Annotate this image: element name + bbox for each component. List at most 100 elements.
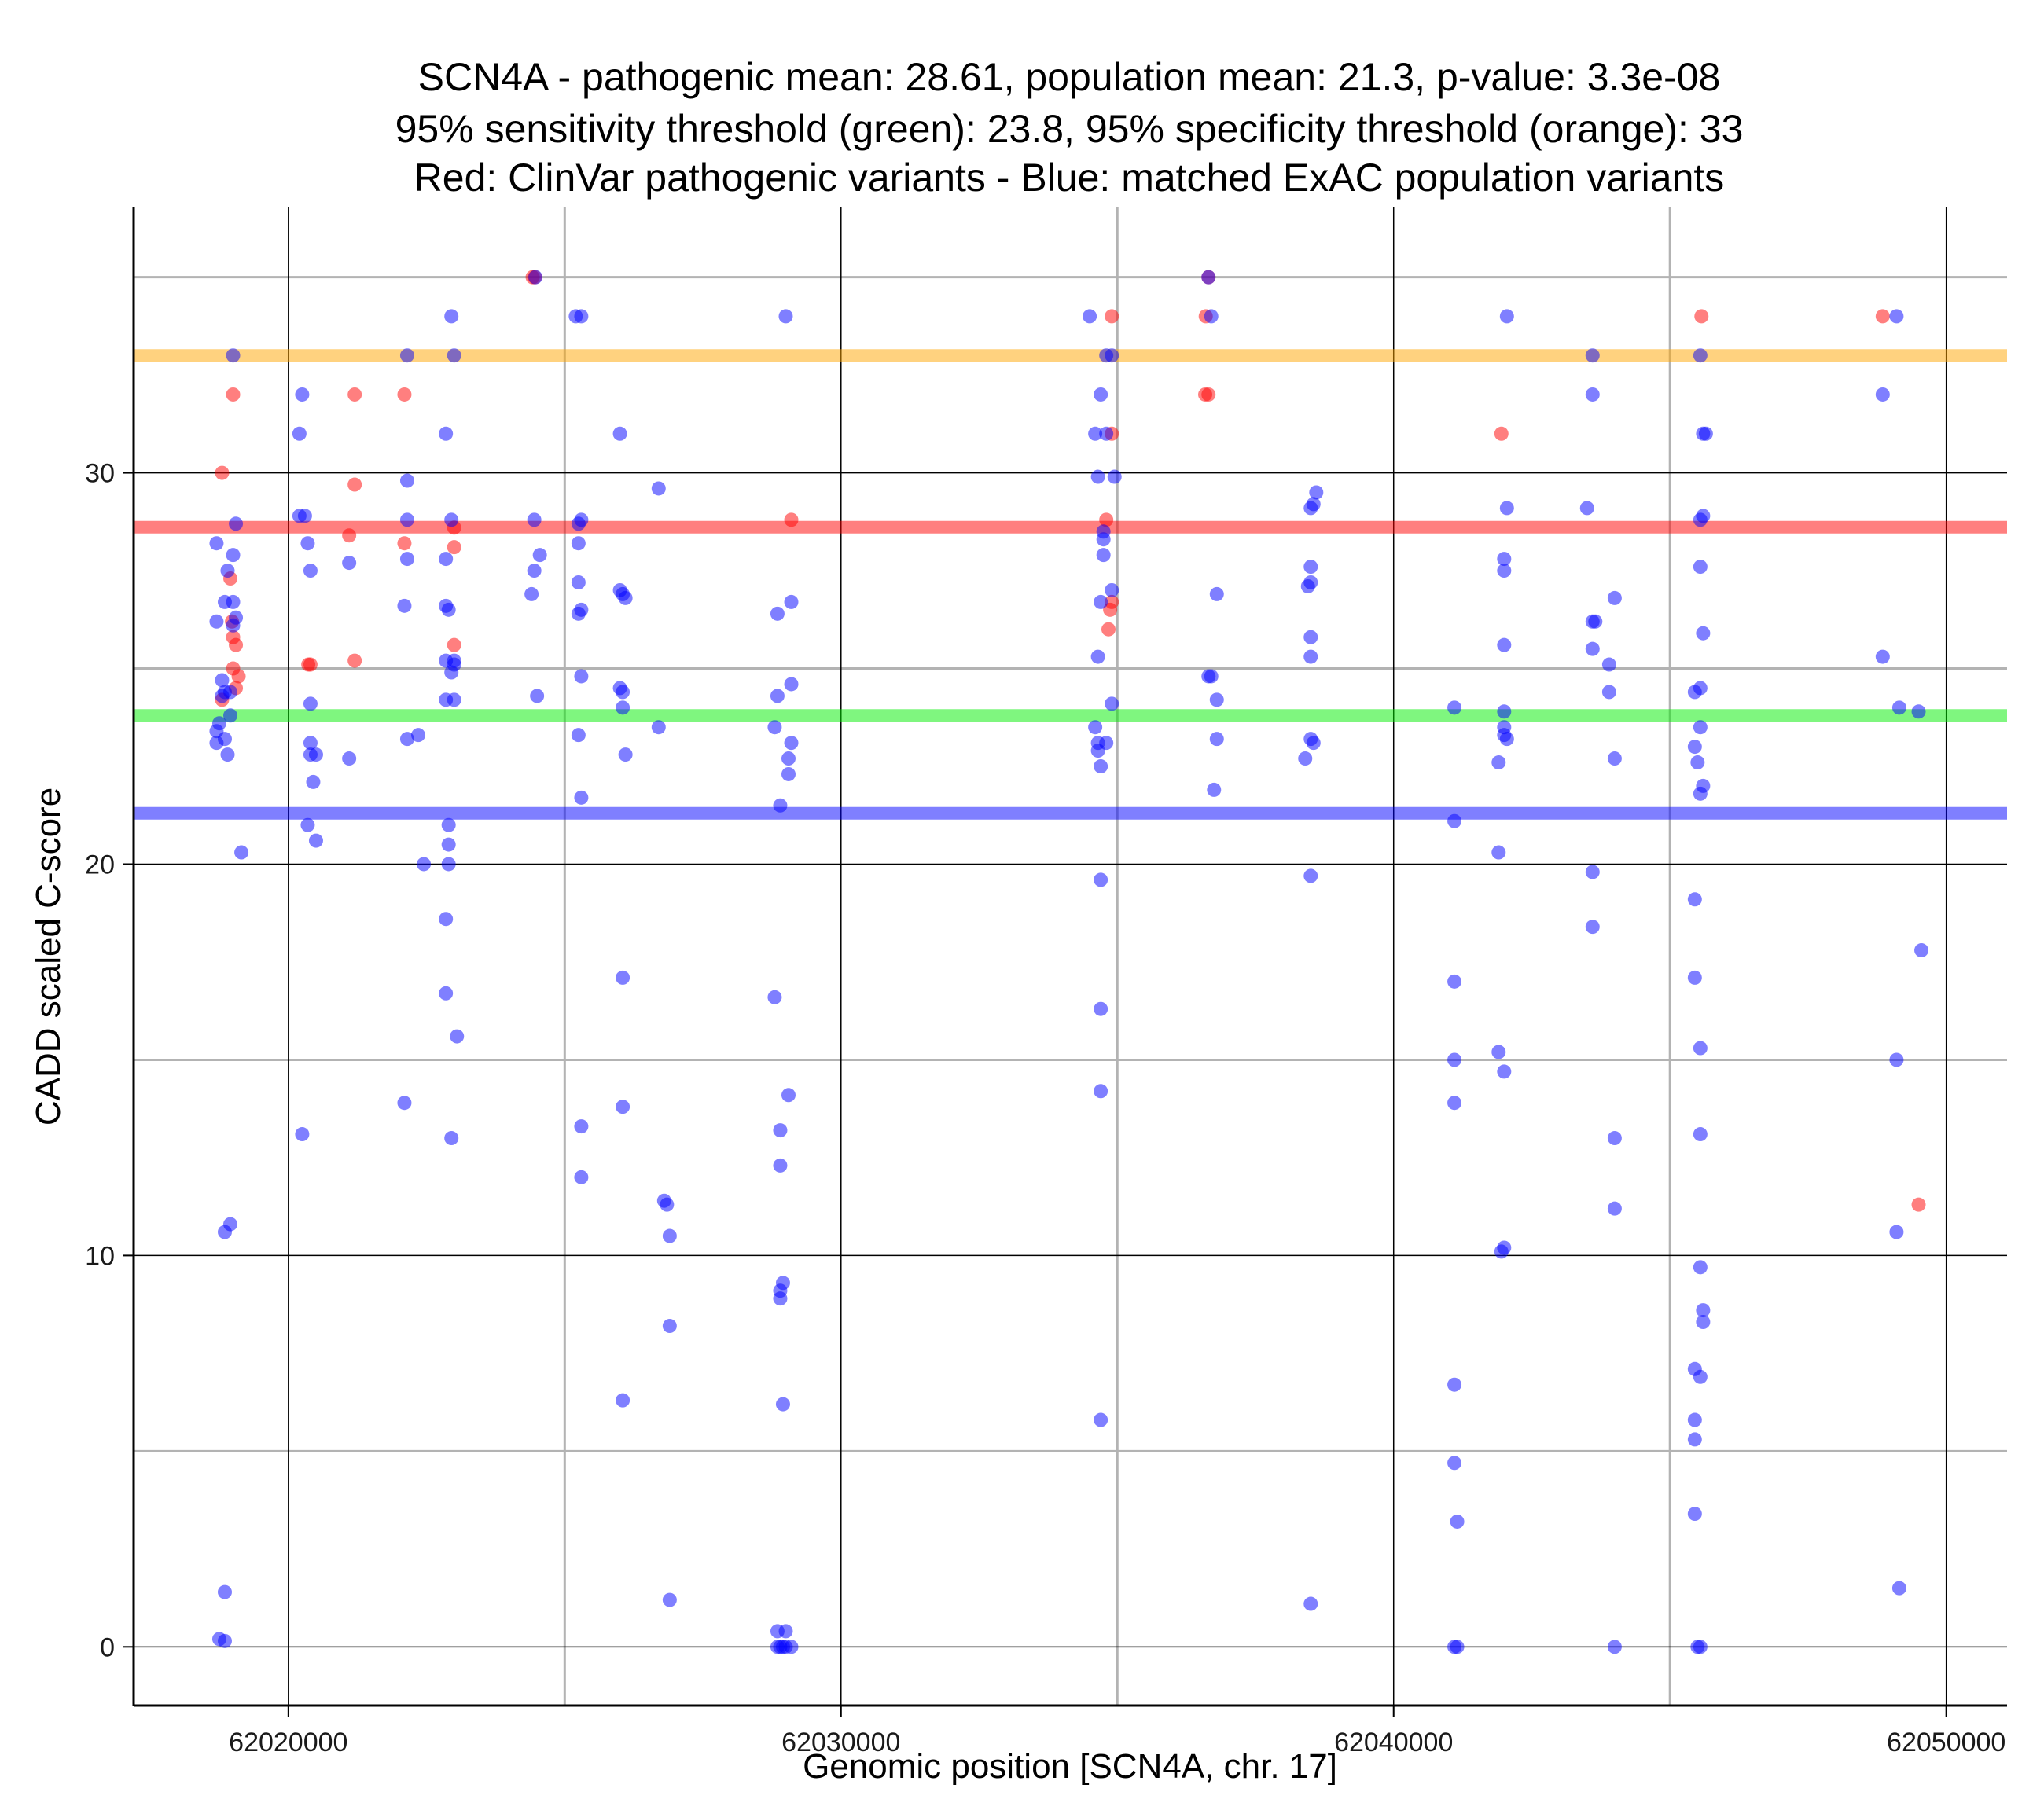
data-point [450, 1029, 465, 1044]
data-point [229, 637, 244, 652]
data-point [209, 536, 224, 551]
x-tick-label: 62020000 [229, 1728, 347, 1757]
data-point [1105, 309, 1119, 324]
x-tick-label: 62040000 [1334, 1728, 1453, 1757]
data-point [773, 1291, 788, 1306]
data-point [303, 736, 318, 751]
data-point [1693, 1041, 1708, 1056]
data-point [1889, 309, 1904, 324]
data-point [1309, 485, 1324, 500]
reference-lines [134, 349, 2007, 820]
data-point [1204, 309, 1219, 324]
data-point [1499, 501, 1514, 516]
data-point [1497, 1064, 1512, 1079]
data-point [217, 1584, 232, 1599]
data-point [1914, 943, 1929, 958]
data-point [1601, 685, 1616, 700]
data-point [773, 1123, 788, 1138]
data-point [1103, 602, 1118, 617]
data-point [1875, 309, 1890, 324]
data-point [1579, 501, 1594, 516]
data-point [1690, 755, 1705, 770]
data-point [1911, 704, 1926, 719]
data-point [1687, 1507, 1702, 1522]
y-tick-label: 20 [85, 850, 115, 879]
data-point [1891, 1581, 1906, 1596]
data-point [1585, 348, 1600, 363]
data-point [1105, 696, 1119, 711]
data-point [1447, 974, 1462, 989]
data-point [342, 528, 357, 543]
data-point [444, 665, 459, 680]
data-point [397, 598, 412, 613]
data-point [528, 270, 543, 285]
data-point [399, 552, 414, 567]
data-point [1303, 868, 1318, 883]
data-point [1693, 1640, 1708, 1654]
data-point [347, 653, 362, 668]
data-point [1693, 560, 1708, 575]
data-point [1687, 970, 1702, 985]
data-point [1198, 387, 1213, 402]
data-point [300, 536, 315, 551]
data-point [574, 309, 589, 324]
data-point [1696, 1315, 1711, 1330]
data-point [571, 728, 586, 743]
data-point [399, 348, 414, 363]
data-point [660, 1197, 675, 1212]
data-point [399, 473, 414, 488]
data-point [1588, 614, 1603, 629]
data-point [226, 618, 241, 633]
data-point [1094, 1412, 1108, 1427]
data-point [616, 700, 630, 715]
data-point [1607, 590, 1622, 605]
data-point [1499, 732, 1514, 747]
data-point [1875, 387, 1890, 402]
data-point [1693, 512, 1708, 527]
data-point [217, 732, 232, 747]
data-point [1099, 512, 1114, 527]
data-point [1687, 892, 1702, 907]
data-point [447, 692, 461, 707]
data-point [342, 751, 357, 766]
data-point [1209, 692, 1224, 707]
data-point [229, 516, 244, 531]
data-point [1447, 813, 1462, 828]
data-point [1491, 1045, 1506, 1059]
data-point [1447, 700, 1462, 715]
data-point [301, 657, 316, 672]
data-point [1693, 1369, 1708, 1384]
data-point [781, 766, 796, 781]
data-point [1693, 786, 1708, 801]
data-point [524, 586, 539, 601]
data-point [1303, 630, 1318, 644]
data-point [441, 837, 456, 852]
data-point [297, 509, 312, 523]
data-point [778, 309, 793, 324]
x-tick-label: 62030000 [781, 1728, 900, 1757]
data-point [417, 857, 432, 872]
data-point [439, 552, 454, 567]
data-point [1094, 872, 1108, 887]
data-point [784, 512, 799, 527]
data-point [215, 689, 230, 703]
data-point [342, 556, 357, 571]
data-point [223, 708, 238, 723]
data-point [1094, 1084, 1108, 1099]
data-point [397, 536, 412, 551]
data-point [773, 1158, 788, 1173]
data-point [1911, 1197, 1926, 1212]
data-point [662, 1319, 677, 1334]
data-point [306, 774, 321, 789]
data-point [1494, 1244, 1509, 1259]
data-point [1209, 732, 1224, 747]
data-point [220, 747, 235, 762]
data-point [574, 1170, 589, 1184]
data-point [220, 564, 235, 578]
data-point [411, 728, 426, 743]
data-point [1096, 548, 1111, 563]
data-point [444, 309, 459, 324]
data-point [651, 481, 666, 496]
data-point [571, 536, 586, 551]
